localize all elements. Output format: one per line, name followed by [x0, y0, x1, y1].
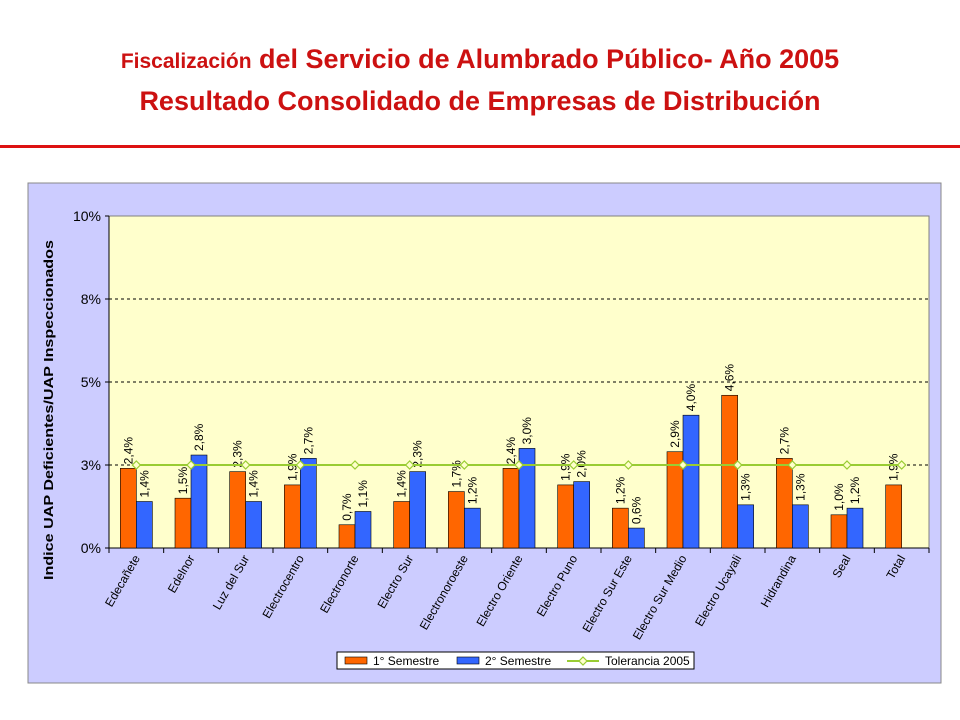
legend-label-tolerance: Tolerancia 2005	[605, 654, 690, 668]
bar-semester-2	[409, 471, 426, 549]
data-label-semester-2: 1,3%	[793, 473, 807, 501]
bar-semester-1	[612, 507, 629, 549]
legend-swatch-semester-1	[344, 656, 368, 665]
data-label-semester-1: 2,9%	[668, 420, 682, 448]
data-label-semester-1: 1,5%	[176, 467, 190, 495]
data-label-semester-1: 1,9%	[285, 453, 299, 481]
tolerance-marker	[131, 460, 142, 470]
tolerance-marker	[678, 460, 688, 470]
tolerance-marker	[186, 460, 196, 470]
tolerance-marker	[295, 460, 306, 470]
data-label-semester-1: 1,7%	[449, 460, 463, 488]
data-label-semester-2: 2,8%	[192, 423, 206, 451]
bar-semester-1	[393, 501, 410, 549]
data-label-semester-1: 1,4%	[395, 470, 409, 498]
bar-semester-1	[120, 468, 137, 549]
data-label-semester-1: 1,9%	[887, 453, 901, 481]
tolerance-marker	[842, 460, 852, 470]
tolerance-marker	[240, 460, 251, 470]
tolerance-marker	[459, 460, 470, 470]
y-axis-label: Indice UAP Deficientes/UAP Inspeccionado…	[41, 240, 56, 580]
bar-semester-2	[464, 507, 481, 549]
tolerance-marker	[896, 460, 907, 470]
data-label-semester-2: 1,4%	[137, 470, 151, 498]
data-label-semester-1: 2,7%	[777, 427, 791, 455]
title-line-2: Resultado Consolidado de Empresas de Dis…	[139, 86, 821, 116]
y-tick-label: 0%	[81, 540, 101, 556]
data-label-semester-2: 3,0%	[520, 417, 534, 445]
bar-semester-2	[573, 481, 590, 549]
data-label-semester-2: 1,2%	[848, 476, 862, 504]
bar-semester-1	[830, 514, 848, 549]
data-label-semester-1: 2,4%	[121, 437, 135, 465]
bar-semester-1	[557, 484, 574, 549]
tolerance-marker	[623, 460, 634, 470]
data-label-semester-2: 2,7%	[301, 427, 315, 455]
title-rest: del Servicio de Alumbrado Público- Año 2…	[251, 44, 840, 74]
tolerance-marker	[732, 460, 743, 470]
data-label-semester-2: 1,2%	[465, 476, 479, 504]
data-label-semester-2: 1,4%	[247, 470, 261, 498]
legend-marker-tolerance	[578, 656, 588, 666]
data-label-semester-2: 2,0%	[575, 450, 589, 478]
tolerance-marker	[787, 460, 798, 470]
bar-semester-1	[885, 484, 902, 549]
data-label-semester-2: 4,0%	[684, 384, 698, 412]
data-label-semester-1: 1,0%	[832, 483, 846, 511]
legend-swatch-semester-2	[456, 656, 480, 665]
bar-semester-2	[846, 507, 864, 549]
data-label-semester-2: 1,1%	[356, 480, 370, 508]
title-divider	[0, 145, 960, 148]
bar-semester-2	[792, 504, 809, 549]
bar-semester-2	[354, 511, 372, 549]
bar-semester-2	[682, 414, 700, 549]
bar-semester-1	[448, 491, 465, 549]
bar-semester-1	[229, 471, 246, 549]
bar-semester-1	[338, 524, 356, 549]
title-prefix: Fiscalización	[120, 50, 252, 73]
legend-label-semester-1: 1° Semestre	[373, 654, 439, 668]
bar-semester-2	[628, 527, 645, 549]
bar-semester-1	[502, 468, 520, 549]
y-tick-label: 10%	[73, 208, 101, 224]
data-label-semester-1: 4,6%	[723, 364, 737, 392]
bar-semester-2	[737, 504, 754, 549]
bar-semester-2	[245, 501, 262, 549]
y-tick-label: 3%	[81, 457, 101, 473]
data-label-semester-2: 2,3%	[411, 440, 425, 468]
data-label-semester-1: 1,9%	[559, 453, 573, 481]
bar-semester-1	[721, 394, 738, 549]
bar-semester-1	[284, 484, 301, 549]
tolerance-marker	[568, 460, 579, 470]
bar-semester-2	[518, 448, 536, 549]
data-label-semester-1: 2,3%	[231, 440, 245, 468]
bar-semester-1	[174, 497, 192, 549]
tolerance-marker	[350, 460, 360, 470]
tolerance-marker	[514, 460, 524, 470]
legend	[336, 651, 695, 670]
bar-semester-2	[136, 501, 153, 549]
y-tick-label: 8%	[81, 291, 101, 307]
data-label-semester-2: 1,3%	[739, 473, 753, 501]
data-label-semester-1: 2,4%	[504, 437, 518, 465]
bar-semester-1	[776, 458, 793, 549]
data-label-semester-2: 0,6%	[629, 496, 643, 524]
data-label-semester-1: 0,7%	[340, 493, 354, 521]
title-line-1: Fiscalización del Servicio de Alumbrado …	[0, 44, 960, 75]
data-label-semester-1: 1,2%	[613, 476, 627, 504]
tolerance-marker	[404, 460, 415, 470]
bar-semester-2	[300, 458, 317, 549]
y-tick-label: 5%	[81, 374, 101, 390]
bar-semester-2	[190, 454, 208, 549]
legend-label-semester-2: 2° Semestre	[485, 654, 551, 668]
